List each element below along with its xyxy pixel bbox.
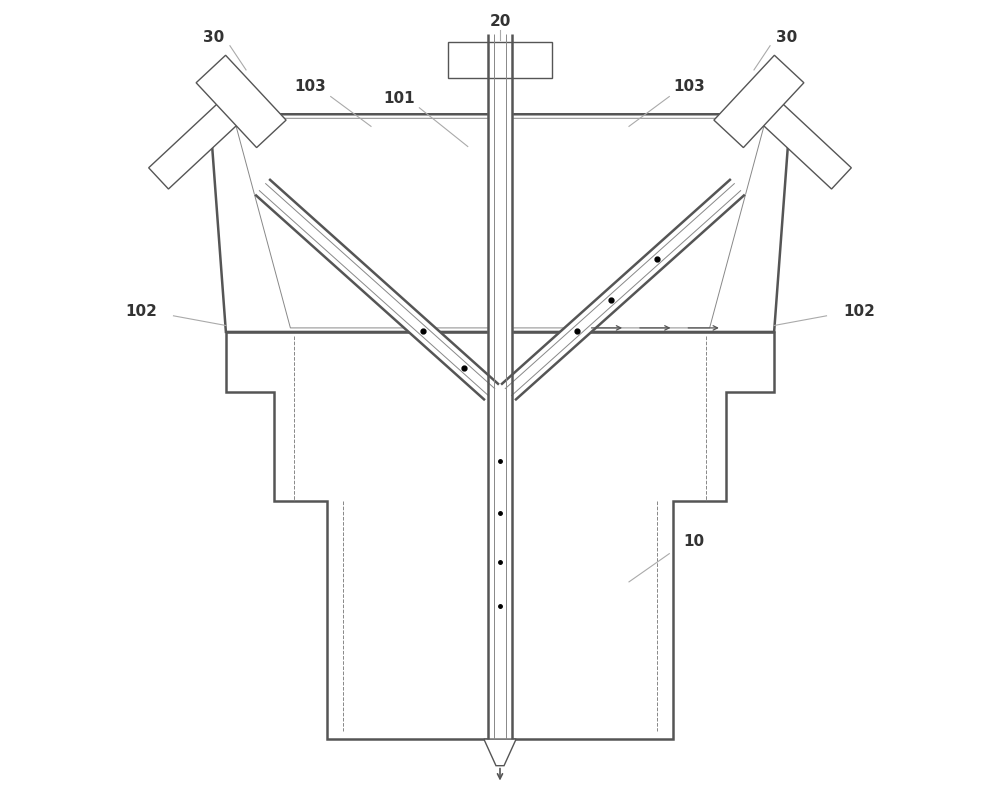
Polygon shape — [255, 179, 499, 400]
Polygon shape — [714, 55, 804, 147]
Polygon shape — [234, 118, 766, 328]
Polygon shape — [752, 94, 851, 189]
Text: 102: 102 — [125, 304, 157, 320]
Bar — [448, 42, 552, 78]
Text: 101: 101 — [383, 91, 415, 106]
Text: 30: 30 — [776, 30, 797, 45]
Text: 102: 102 — [843, 304, 875, 320]
Text: 30: 30 — [203, 30, 224, 45]
Polygon shape — [501, 179, 745, 400]
Text: 20: 20 — [489, 14, 511, 29]
Polygon shape — [149, 94, 248, 189]
Polygon shape — [226, 332, 774, 739]
Polygon shape — [196, 55, 286, 147]
Text: 10: 10 — [683, 534, 704, 549]
Polygon shape — [488, 34, 512, 739]
Text: 103: 103 — [674, 78, 705, 94]
Text: 103: 103 — [295, 78, 326, 94]
Polygon shape — [210, 114, 790, 332]
Polygon shape — [484, 739, 516, 765]
